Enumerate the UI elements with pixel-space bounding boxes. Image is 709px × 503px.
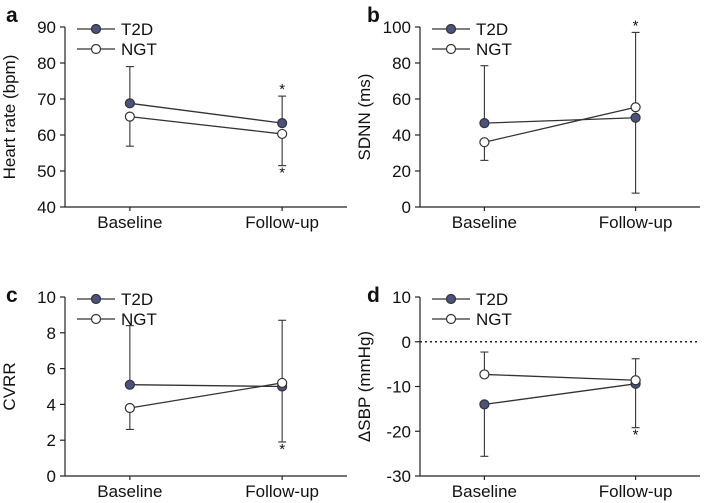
y-tick-label: 60 — [392, 90, 411, 109]
x-tick-label-follow-up: Follow-up — [599, 213, 673, 232]
y-tick-label: 40 — [392, 126, 411, 145]
legend-marker-t2d — [90, 293, 102, 305]
y-tick-label: 60 — [37, 126, 56, 145]
series-line-t2d — [484, 383, 636, 406]
x-tick-label-baseline: Baseline — [97, 213, 162, 232]
y-tick-label: 8 — [47, 324, 56, 343]
data-point-t2d — [124, 98, 135, 109]
legend-marker-t2d — [445, 23, 457, 35]
y-axis-title: CVRR — [0, 362, 19, 410]
significance-star: * — [633, 17, 639, 34]
x-tick-label-baseline: Baseline — [97, 482, 162, 501]
data-point-ngt — [277, 128, 288, 140]
x-tick-label-follow-up: Follow-up — [245, 213, 319, 232]
series-line-ngt — [129, 382, 283, 409]
y-tick-label: 0 — [402, 198, 411, 217]
y-axis-title: SDNN (ms) — [355, 74, 374, 161]
series-line-ngt — [484, 106, 636, 143]
legend-label-t2d: T2D — [476, 20, 508, 39]
legend-marker-ngt — [445, 43, 457, 55]
panel-a: a 40 50 60 70 80 90 Baseline Follow-up Heart rate… — [0, 4, 347, 232]
panel-letter: b — [367, 4, 380, 27]
y-tick-label: 80 — [37, 54, 56, 73]
legend-marker-ngt — [90, 43, 102, 55]
y-tick-label: 50 — [37, 162, 56, 181]
x-tick-label-follow-up: Follow-up — [599, 482, 673, 501]
y-tick-label: 2 — [47, 431, 56, 450]
panel-letter: d — [367, 284, 380, 307]
data-point-ngt — [479, 369, 490, 380]
legend-marker-t2d — [90, 23, 102, 35]
y-tick-label: 20 — [392, 162, 411, 181]
y-tick-label: 40 — [37, 198, 56, 217]
legend-marker-ngt — [445, 313, 457, 325]
data-point-t2d — [124, 379, 135, 390]
series-line-t2d — [129, 102, 283, 124]
series-line-t2d — [129, 384, 283, 388]
y-tick-label: -10 — [386, 378, 411, 397]
y-tick-label: 6 — [47, 360, 56, 379]
legend-label-ngt: NGT — [121, 310, 157, 329]
data-point-t2d — [630, 112, 641, 123]
data-point-t2d — [277, 118, 288, 129]
y-tick-label: 100 — [383, 18, 411, 37]
y-tick-label: 10 — [392, 288, 411, 307]
y-tick-label: 10 — [37, 288, 56, 307]
legend-label-ngt: NGT — [121, 40, 157, 59]
panel-b: b 0 20 40 60 80 100 Baseline Follow-up SDNN (ms) *… — [355, 4, 700, 232]
legend-label-ngt: NGT — [476, 310, 512, 329]
legend-label-t2d: T2D — [476, 290, 508, 309]
data-point-ngt — [277, 377, 288, 389]
data-point-ngt — [630, 102, 641, 113]
legend-marker-t2d — [445, 293, 457, 305]
data-point-ngt — [630, 375, 641, 386]
significance-star: * — [279, 81, 285, 98]
y-tick-label: 4 — [47, 395, 56, 414]
legend-marker-ngt — [90, 313, 102, 325]
panel-d: d -30 -20 -10 0 10 Baseline Follow-up ΔSBP (mmHg… — [355, 284, 700, 501]
significance-star: * — [279, 165, 285, 182]
series-line-ngt — [484, 373, 636, 381]
y-axis-title: ΔSBP (mmHg) — [355, 331, 374, 442]
series-line-t2d — [484, 117, 636, 124]
panel-letter: c — [6, 284, 18, 307]
y-tick-label: -30 — [386, 467, 411, 486]
panel-letter: a — [6, 4, 18, 27]
significance-star: * — [633, 427, 639, 444]
y-tick-label: -20 — [386, 422, 411, 441]
x-tick-label-baseline: Baseline — [452, 213, 517, 232]
y-tick-label: 70 — [37, 90, 56, 109]
y-tick-label: 90 — [37, 18, 56, 37]
data-point-ngt — [124, 402, 135, 414]
x-tick-label-follow-up: Follow-up — [245, 482, 319, 501]
data-point-ngt — [124, 111, 135, 122]
significance-star: * — [279, 441, 285, 458]
data-point-t2d — [479, 118, 490, 129]
legend-label-t2d: T2D — [121, 290, 153, 309]
y-tick-label: 80 — [392, 54, 411, 73]
legend-label-ngt: NGT — [476, 40, 512, 59]
y-axis-title: Heart rate (bpm) — [0, 55, 19, 180]
data-point-ngt — [479, 137, 490, 148]
y-tick-label: 0 — [402, 333, 411, 352]
data-point-t2d — [479, 399, 490, 410]
legend-label-t2d: T2D — [121, 20, 153, 39]
series-line-ngt — [129, 115, 283, 135]
x-tick-label-baseline: Baseline — [452, 482, 517, 501]
y-tick-label: 0 — [47, 467, 56, 486]
